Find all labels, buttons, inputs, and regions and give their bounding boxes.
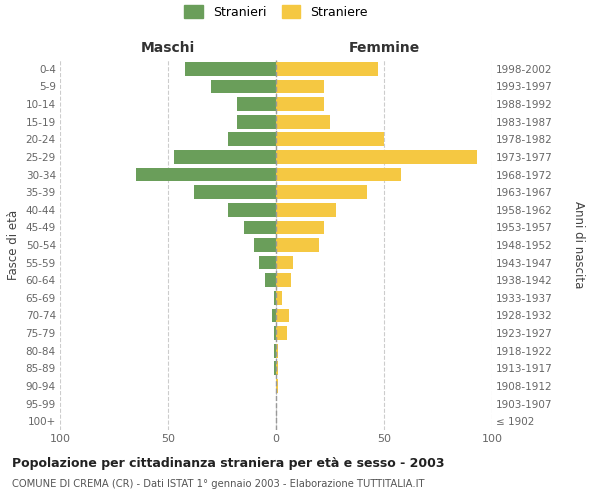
- Legend: Stranieri, Straniere: Stranieri, Straniere: [181, 2, 371, 22]
- Text: Popolazione per cittadinanza straniera per età e sesso - 2003: Popolazione per cittadinanza straniera p…: [12, 458, 445, 470]
- Bar: [276, 220, 323, 234]
- Bar: [276, 291, 283, 304]
- Y-axis label: Anni di nascita: Anni di nascita: [572, 202, 586, 288]
- Text: Maschi: Maschi: [141, 40, 195, 54]
- Bar: [276, 362, 278, 375]
- Bar: [237, 115, 276, 128]
- Bar: [244, 220, 276, 234]
- Bar: [194, 186, 276, 199]
- Bar: [229, 132, 276, 146]
- Bar: [274, 362, 276, 375]
- Y-axis label: Fasce di età: Fasce di età: [7, 210, 20, 280]
- Bar: [185, 62, 276, 76]
- Bar: [276, 168, 401, 181]
- Bar: [175, 150, 276, 164]
- Text: COMUNE DI CREMA (CR) - Dati ISTAT 1° gennaio 2003 - Elaborazione TUTTITALIA.IT: COMUNE DI CREMA (CR) - Dati ISTAT 1° gen…: [12, 479, 425, 489]
- Bar: [276, 97, 323, 111]
- Text: Femmine: Femmine: [349, 40, 419, 54]
- Bar: [276, 115, 330, 128]
- Bar: [211, 80, 276, 94]
- Bar: [229, 203, 276, 216]
- Bar: [272, 308, 276, 322]
- Bar: [276, 256, 293, 270]
- Bar: [276, 379, 278, 393]
- Bar: [276, 150, 477, 164]
- Bar: [276, 132, 384, 146]
- Bar: [237, 97, 276, 111]
- Bar: [276, 203, 337, 216]
- Bar: [274, 344, 276, 358]
- Bar: [274, 326, 276, 340]
- Bar: [276, 238, 319, 252]
- Bar: [274, 291, 276, 304]
- Bar: [254, 238, 276, 252]
- Bar: [136, 168, 276, 181]
- Bar: [276, 62, 377, 76]
- Bar: [276, 274, 291, 287]
- Bar: [276, 308, 289, 322]
- Bar: [259, 256, 276, 270]
- Bar: [265, 274, 276, 287]
- Bar: [276, 344, 278, 358]
- Bar: [276, 186, 367, 199]
- Bar: [276, 326, 287, 340]
- Bar: [276, 80, 323, 94]
